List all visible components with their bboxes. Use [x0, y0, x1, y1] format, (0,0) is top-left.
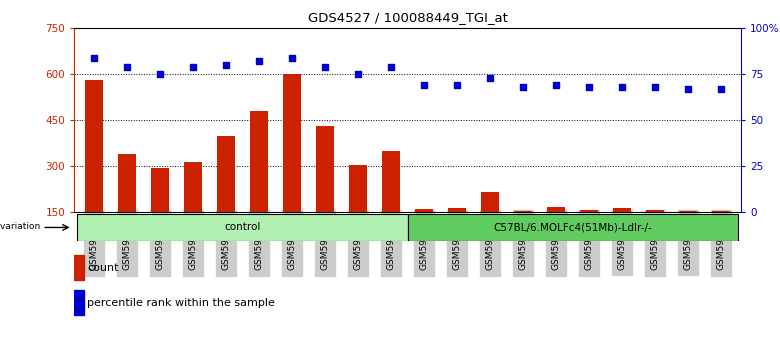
Bar	[316, 126, 334, 212]
Bar	[547, 207, 566, 212]
Point	[418, 82, 431, 88]
Bar	[646, 210, 665, 212]
Bar	[217, 136, 235, 212]
Point	[649, 84, 661, 90]
Point	[583, 84, 595, 90]
Point	[451, 82, 463, 88]
Text: C57BL/6.MOLFc4(51Mb)-Ldlr-/-: C57BL/6.MOLFc4(51Mb)-Ldlr-/-	[493, 222, 652, 233]
Bar	[580, 210, 598, 212]
Point	[715, 86, 728, 92]
Point	[87, 55, 100, 61]
Bar	[74, 290, 84, 315]
Bar	[77, 214, 407, 241]
Point	[253, 59, 265, 64]
Point	[319, 64, 332, 70]
Text: percentile rank within the sample: percentile rank within the sample	[87, 298, 275, 308]
Point	[220, 62, 232, 68]
Bar	[382, 151, 400, 212]
Title: GDS4527 / 100088449_TGI_at: GDS4527 / 100088449_TGI_at	[307, 11, 508, 24]
Text: control: control	[225, 222, 261, 233]
Bar	[613, 208, 631, 212]
Bar	[481, 193, 499, 212]
Text: genotype/variation: genotype/variation	[0, 222, 41, 230]
Bar	[415, 209, 433, 212]
Point	[385, 64, 397, 70]
Bar	[74, 255, 84, 280]
Point	[186, 64, 199, 70]
Bar	[679, 211, 697, 212]
Point	[352, 72, 364, 77]
Point	[121, 64, 133, 70]
Point	[616, 84, 629, 90]
Point	[550, 82, 562, 88]
Point	[682, 86, 694, 92]
Bar	[118, 154, 136, 212]
Point	[285, 55, 298, 61]
Bar	[407, 214, 738, 241]
Bar	[712, 211, 730, 212]
Text: count: count	[87, 263, 119, 273]
Bar	[448, 209, 466, 212]
Point	[517, 84, 530, 90]
Bar	[151, 168, 169, 212]
Bar	[514, 211, 532, 212]
Bar	[184, 162, 202, 212]
Point	[484, 75, 496, 81]
Bar	[250, 111, 268, 212]
Bar	[85, 80, 103, 212]
Bar	[283, 74, 301, 212]
Point	[154, 72, 166, 77]
Bar	[349, 165, 367, 212]
